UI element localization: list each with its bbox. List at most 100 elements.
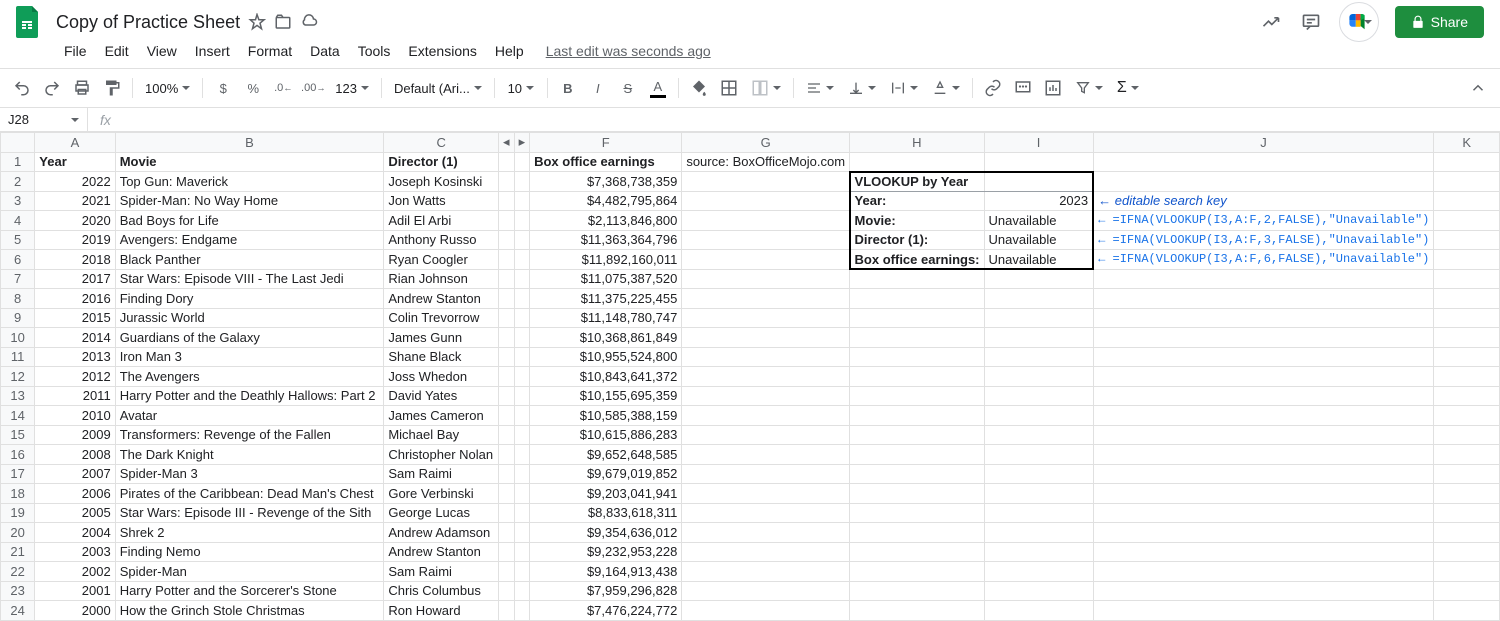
cell-B20[interactable]: Shrek 2 — [115, 523, 384, 543]
cell-H20[interactable] — [850, 523, 984, 543]
cell-K14[interactable] — [1434, 406, 1500, 426]
col-header-F[interactable]: F — [530, 133, 682, 153]
cell-I19[interactable] — [984, 503, 1093, 523]
cell-B24[interactable]: How the Grinch Stole Christmas — [115, 601, 384, 621]
row-header-4[interactable]: 4 — [1, 211, 35, 231]
cell-J3[interactable]: ← editable search key — [1093, 191, 1434, 211]
undo-icon[interactable] — [8, 74, 36, 102]
cell-I5[interactable]: Unavailable — [984, 230, 1093, 250]
cell-K12[interactable] — [1434, 367, 1500, 387]
cell-H23[interactable] — [850, 581, 984, 601]
cell-G7[interactable] — [682, 269, 850, 289]
row-header-2[interactable]: 2 — [1, 172, 35, 192]
col-collapse-left[interactable]: ◂ — [499, 133, 515, 153]
trend-icon[interactable] — [1259, 10, 1283, 34]
cell-A24[interactable]: 2000 — [35, 601, 115, 621]
cell-A1[interactable]: Year — [35, 152, 115, 172]
cell-G12[interactable] — [682, 367, 850, 387]
cell-H16[interactable] — [850, 445, 984, 465]
cell-I13[interactable] — [984, 386, 1093, 406]
cell-H24[interactable] — [850, 601, 984, 621]
cell-K23[interactable] — [1434, 581, 1500, 601]
cell-A15[interactable]: 2009 — [35, 425, 115, 445]
cell-I12[interactable] — [984, 367, 1093, 387]
cell-H12[interactable] — [850, 367, 984, 387]
insert-chart-icon[interactable] — [1039, 74, 1067, 102]
cell-K19[interactable] — [1434, 503, 1500, 523]
cell-H4[interactable]: Movie: — [850, 211, 984, 231]
cell-I7[interactable] — [984, 269, 1093, 289]
cell-B1[interactable]: Movie — [115, 152, 384, 172]
font-family-select[interactable]: Default (Ari... — [388, 77, 488, 100]
cell-F21[interactable]: $9,232,953,228 — [530, 542, 682, 562]
cell-F10[interactable]: $10,368,861,849 — [530, 328, 682, 348]
row-header-23[interactable]: 23 — [1, 581, 35, 601]
cell-I15[interactable] — [984, 425, 1093, 445]
cell-C15[interactable]: Michael Bay — [384, 425, 499, 445]
col-collapse-right[interactable]: ▸ — [514, 133, 530, 153]
cell-C9[interactable]: Colin Trevorrow — [384, 308, 499, 328]
cell-B9[interactable]: Jurassic World — [115, 308, 384, 328]
row-header-24[interactable]: 24 — [1, 601, 35, 621]
insert-comment-icon[interactable] — [1009, 74, 1037, 102]
cell-G21[interactable] — [682, 542, 850, 562]
fill-color-icon[interactable] — [685, 74, 713, 102]
cell-A3[interactable]: 2021 — [35, 191, 115, 211]
cell-B19[interactable]: Star Wars: Episode III - Revenge of the … — [115, 503, 384, 523]
cell-K22[interactable] — [1434, 562, 1500, 582]
merge-cells-select[interactable] — [745, 75, 787, 101]
cell-C11[interactable]: Shane Black — [384, 347, 499, 367]
bold-icon[interactable]: B — [554, 74, 582, 102]
cell-F11[interactable]: $10,955,524,800 — [530, 347, 682, 367]
cell-G14[interactable] — [682, 406, 850, 426]
cell-C7[interactable]: Rian Johnson — [384, 269, 499, 289]
cell-A10[interactable]: 2014 — [35, 328, 115, 348]
cell-B2[interactable]: Top Gun: Maverick — [115, 172, 384, 192]
filter-select[interactable] — [1069, 76, 1109, 100]
cell-J15[interactable] — [1093, 425, 1434, 445]
zoom-select[interactable]: 100% — [139, 77, 196, 100]
spreadsheet-grid[interactable]: ABC◂▸FGHIJK1YearMovieDirector (1)Box off… — [0, 132, 1500, 621]
cell-J5[interactable]: ← =IFNA(VLOOKUP(I3,A:F,3,FALSE),"Unavail… — [1093, 230, 1434, 250]
cell-H13[interactable] — [850, 386, 984, 406]
comment-history-icon[interactable] — [1299, 10, 1323, 34]
cell-F17[interactable]: $9,679,019,852 — [530, 464, 682, 484]
cell-G2[interactable] — [682, 172, 850, 192]
text-rotation-select[interactable] — [926, 76, 966, 100]
cell-F22[interactable]: $9,164,913,438 — [530, 562, 682, 582]
menu-format[interactable]: Format — [240, 39, 300, 63]
cell-F16[interactable]: $9,652,648,585 — [530, 445, 682, 465]
cell-C22[interactable]: Sam Raimi — [384, 562, 499, 582]
cell-I10[interactable] — [984, 328, 1093, 348]
row-header-5[interactable]: 5 — [1, 230, 35, 250]
cell-K4[interactable] — [1434, 211, 1500, 231]
cell-F14[interactable]: $10,585,388,159 — [530, 406, 682, 426]
cell-B16[interactable]: The Dark Knight — [115, 445, 384, 465]
cell-G15[interactable] — [682, 425, 850, 445]
menu-view[interactable]: View — [139, 39, 185, 63]
cell-F13[interactable]: $10,155,695,359 — [530, 386, 682, 406]
cell-F18[interactable]: $9,203,041,941 — [530, 484, 682, 504]
cell-G9[interactable] — [682, 308, 850, 328]
cell-J14[interactable] — [1093, 406, 1434, 426]
menu-insert[interactable]: Insert — [187, 39, 238, 63]
share-button[interactable]: Share — [1395, 6, 1484, 38]
cell-C23[interactable]: Chris Columbus — [384, 581, 499, 601]
borders-icon[interactable] — [715, 74, 743, 102]
cell-F19[interactable]: $8,833,618,311 — [530, 503, 682, 523]
cell-H22[interactable] — [850, 562, 984, 582]
cell-I24[interactable] — [984, 601, 1093, 621]
cell-C16[interactable]: Christopher Nolan — [384, 445, 499, 465]
cell-B6[interactable]: Black Panther — [115, 250, 384, 270]
cell-H6[interactable]: Box office earnings: — [850, 250, 984, 270]
cell-B8[interactable]: Finding Dory — [115, 289, 384, 309]
strikethrough-icon[interactable]: S — [614, 74, 642, 102]
cell-F7[interactable]: $11,075,387,520 — [530, 269, 682, 289]
cell-F6[interactable]: $11,892,160,011 — [530, 250, 682, 270]
cell-G3[interactable] — [682, 191, 850, 211]
cell-K13[interactable] — [1434, 386, 1500, 406]
cell-H3[interactable]: Year: — [850, 191, 984, 211]
cell-G18[interactable] — [682, 484, 850, 504]
cell-A6[interactable]: 2018 — [35, 250, 115, 270]
cell-K7[interactable] — [1434, 269, 1500, 289]
